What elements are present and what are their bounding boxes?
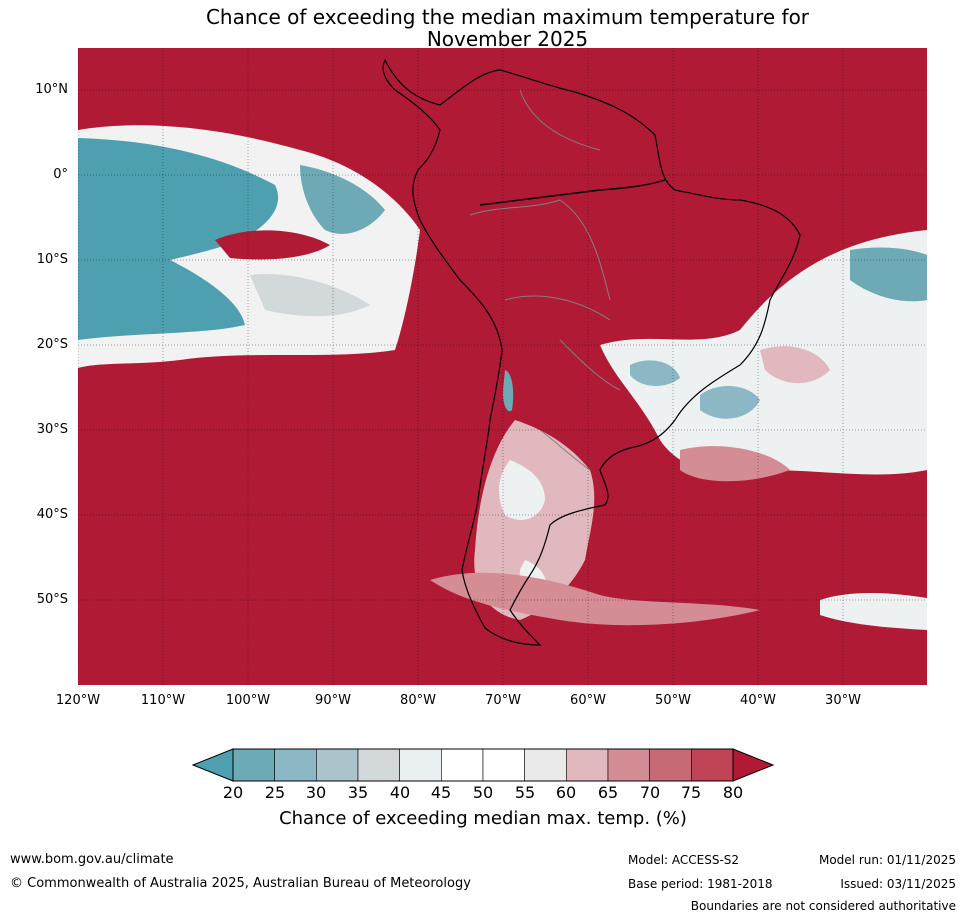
- far-south-white: [820, 593, 927, 630]
- map-title-line1: Chance of exceeding the median maximum t…: [205, 5, 810, 29]
- south-america-coastline: [382, 58, 801, 646]
- lon-label-80w: 80°W: [400, 693, 436, 708]
- lon-label-100w: 100°W: [225, 693, 271, 708]
- issued-date: Issued: 03/11/2025: [840, 877, 956, 891]
- pacific-red-patch: [215, 230, 330, 260]
- colorbar-tick: 40: [389, 783, 411, 802]
- colorbar-tick: 30: [305, 783, 327, 802]
- southern-pink-band: [430, 572, 760, 626]
- model-run-date: Model run: 01/11/2025: [818, 853, 956, 867]
- colorbar-segment: [274, 748, 317, 782]
- graticule: [78, 48, 927, 685]
- colorbar-segment: [399, 748, 442, 782]
- colorbar-tick: 80: [722, 783, 744, 802]
- colorbar-label: Chance of exceeding median max. temp. (%…: [279, 808, 687, 829]
- colorbar-segment: [441, 748, 484, 782]
- colorbar-tick: 70: [639, 783, 661, 802]
- lon-label-30w: 30°W: [825, 693, 861, 708]
- website-link[interactable]: www.bom.gov.au/climate: [10, 852, 174, 867]
- lon-label-110w: 110°W: [140, 693, 186, 708]
- atlantic-teal-patch-3: [630, 360, 680, 386]
- colorbar-tick: 50: [472, 783, 494, 802]
- colorbar-segment: [607, 748, 650, 782]
- colorbar-segment: [691, 748, 734, 782]
- model-name: Model: ACCESS-S2: [628, 853, 740, 867]
- lon-label-50w: 50°W: [655, 693, 691, 708]
- patagonia-white-patch: [498, 460, 545, 520]
- colorbar-segment: [232, 748, 275, 782]
- lat-label-40s: 40°S: [36, 507, 68, 522]
- colorbar-tick: 55: [514, 783, 536, 802]
- colorbar-frame: [232, 748, 734, 782]
- lon-label-70w: 70°W: [485, 693, 521, 708]
- lon-label-40w: 40°W: [740, 693, 776, 708]
- colorbar-segment: [316, 748, 359, 782]
- pacific-teal-core: [78, 138, 279, 340]
- atlantic-teal-patch-2: [700, 385, 760, 419]
- lon-label-120w: 120°W: [55, 693, 101, 708]
- colorbar: [191, 748, 775, 782]
- pacific-teal-east: [300, 165, 385, 234]
- andes-teal-strip: [502, 370, 514, 412]
- colorbar-over-triangle: [732, 748, 775, 782]
- colorbar-tick: 35: [347, 783, 369, 802]
- colorbar-segment: [524, 748, 567, 782]
- colorbar-segment: [649, 748, 692, 782]
- lat-label-50s: 50°S: [36, 592, 68, 607]
- lat-label-30s: 30°S: [36, 422, 68, 437]
- pacific-light-patch: [250, 274, 370, 317]
- boundaries-disclaimer: Boundaries are not considered authoritat…: [690, 899, 956, 913]
- colorbar-segment: [482, 748, 525, 782]
- lon-label-90w: 90°W: [315, 693, 351, 708]
- colorbar-segment: [357, 748, 400, 782]
- map-title-line2: November 2025: [426, 27, 589, 51]
- colorbar-tick: 75: [680, 783, 702, 802]
- colorbar-tick: 45: [430, 783, 452, 802]
- colorbar-under-triangle: [191, 748, 234, 782]
- colorbar-tick: 20: [222, 783, 244, 802]
- colorbar-tick: 65: [597, 783, 619, 802]
- atlantic-pink-patch: [760, 346, 830, 384]
- lat-label-0: 0°: [53, 167, 68, 182]
- lat-label-10n: 10°N: [35, 82, 68, 97]
- atlantic-teal-patch: [850, 247, 927, 302]
- colorbar-segment: [566, 748, 609, 782]
- lat-label-10s: 10°S: [36, 252, 68, 267]
- atlantic-pink-patch-2: [680, 446, 790, 482]
- lon-label-60w: 60°W: [570, 693, 606, 708]
- copyright-text: © Commonwealth of Australia 2025, Austra…: [10, 876, 471, 891]
- colorbar-tick: 60: [555, 783, 577, 802]
- colorbar-segments: [232, 748, 734, 782]
- country-borders: [469, 89, 621, 471]
- base-period: Base period: 1981-2018: [628, 877, 773, 891]
- lat-label-20s: 20°S: [36, 337, 68, 352]
- colorbar-tick: 25: [264, 783, 286, 802]
- amazon-river: [479, 179, 666, 206]
